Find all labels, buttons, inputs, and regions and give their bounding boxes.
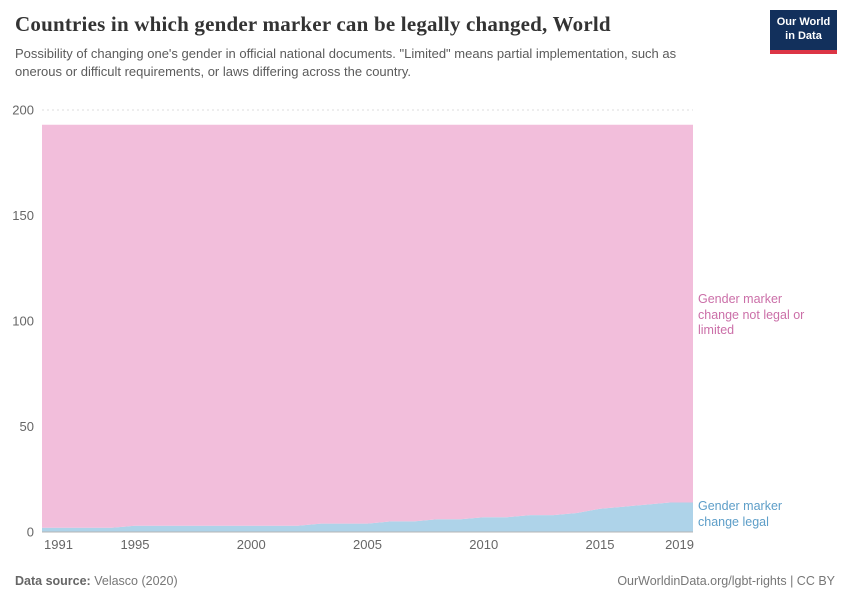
y-tick-label-150: 150	[12, 208, 34, 223]
y-tick-label-50: 50	[20, 419, 34, 434]
area-series-0[interactable]	[42, 502, 693, 533]
y-tick-label-200: 200	[12, 103, 34, 118]
series-label-not-legal: Gender marker change not legal or limite…	[698, 292, 805, 338]
page-title: Countries in which gender marker can be …	[15, 12, 611, 36]
data-source: Data source: Velasco (2020)	[15, 574, 178, 588]
series-label-legal: Gender marker change legal	[698, 499, 783, 529]
owid-logo-line1: Our World	[776, 16, 831, 28]
chart-subtitle: Possibility of changing one's gender in …	[15, 46, 677, 80]
stacked-area-chart[interactable]: 0 50 100 150 200 1991 1995 2000 2005 2010 2015 2019	[0, 100, 850, 570]
y-tick-label-100: 100	[12, 314, 34, 329]
owid-logo-line2: in Data	[785, 30, 822, 43]
chart-footer: Data source: Velasco (2020) OurWorldinDa…	[15, 574, 835, 588]
owid-url-link[interactable]: OurWorldinData.org/lgbt-rights | CC BY	[617, 574, 835, 588]
x-tick-label-2000: 2000	[237, 537, 266, 552]
area-series-1[interactable]	[42, 124, 693, 528]
chart-header: Countries in which gender marker can be …	[15, 12, 750, 81]
owid-logo[interactable]: Our World in Data	[770, 10, 837, 54]
x-tick-label-2010: 2010	[469, 537, 498, 552]
x-tick-label-1991: 1991	[44, 537, 73, 552]
x-tick-label-2015: 2015	[586, 537, 615, 552]
y-tick-label-0: 0	[27, 525, 34, 540]
data-source-value: Velasco (2020)	[94, 574, 178, 588]
x-tick-label-1995: 1995	[121, 537, 150, 552]
data-source-label: Data source:	[15, 574, 91, 588]
x-tick-label-2019: 2019	[665, 537, 694, 552]
x-tick-label-2005: 2005	[353, 537, 382, 552]
